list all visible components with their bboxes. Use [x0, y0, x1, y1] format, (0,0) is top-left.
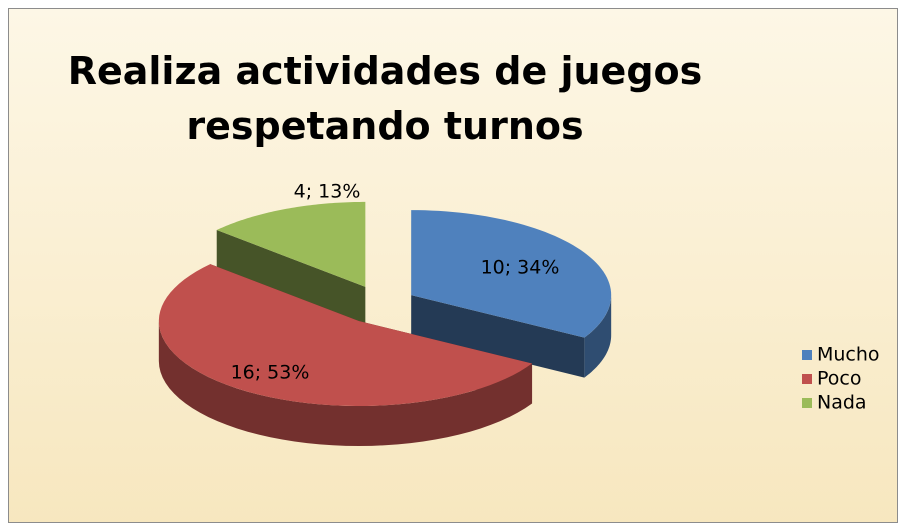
slice-top: [216, 201, 366, 287]
legend-swatch: [802, 374, 812, 384]
slice: [216, 201, 366, 327]
slice-wall: [584, 295, 612, 378]
legend-label: Mucho: [817, 344, 880, 366]
legend-swatch: [802, 350, 812, 360]
data-label: 16; 53%: [231, 362, 310, 384]
chart-title: Realiza actividades de juegos respetando …: [68, 49, 703, 148]
slice-side: [411, 295, 585, 378]
legend-label: Poco: [817, 368, 861, 390]
slice-top: [411, 210, 612, 338]
slice-wall: [158, 321, 533, 447]
slice-side: [216, 230, 366, 327]
legend-label: Nada: [817, 392, 867, 414]
slice: [158, 264, 533, 447]
slice: [411, 210, 612, 378]
data-label: 10; 34%: [481, 257, 560, 279]
data-label: 4; 13%: [294, 181, 361, 203]
legend-swatch: [802, 398, 812, 408]
slice-top: [158, 264, 533, 407]
